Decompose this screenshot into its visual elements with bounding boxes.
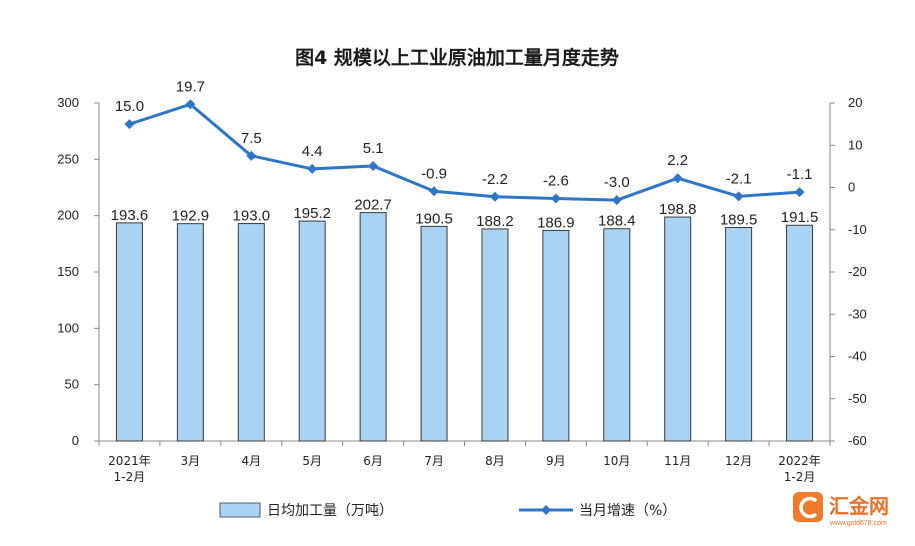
y-right-tick-label: -60 xyxy=(848,433,867,448)
y-right-tick-label: -30 xyxy=(848,306,867,321)
line-series xyxy=(124,99,805,206)
bar-value-label: 193.0 xyxy=(233,208,271,225)
line-point xyxy=(185,99,196,110)
bar-value-label: 198.8 xyxy=(659,201,697,218)
x-tick-label: 2021年 xyxy=(108,454,151,468)
line-point xyxy=(368,160,379,171)
bar-value-label: 189.5 xyxy=(720,211,758,228)
line-value-label: -0.9 xyxy=(421,165,447,182)
y-left-tick-label: 300 xyxy=(57,95,79,110)
x-tick-label: 6月 xyxy=(363,454,383,468)
bar xyxy=(176,223,204,442)
bar-value-label: 190.5 xyxy=(415,210,453,227)
line-point xyxy=(794,187,805,198)
legend-line-label: 当月增速（%） xyxy=(579,503,676,519)
line-point xyxy=(489,191,500,202)
bar xyxy=(115,222,143,442)
y-left-tick-label: 200 xyxy=(57,208,79,223)
x-tick-label: 9月 xyxy=(546,454,566,468)
watermark-url: www.gold678.com xyxy=(829,520,887,527)
line-point xyxy=(246,150,257,161)
y-right-tick-label: -40 xyxy=(848,349,867,364)
chart-axes: 0 50 100 150 200 250 300 -60 -50 -40 -30 -20 -10 0 10 2… xyxy=(57,95,867,484)
bar xyxy=(481,228,509,442)
y-left-tick-label: 0 xyxy=(72,433,79,448)
bar xyxy=(298,220,326,442)
y-right-tick-label: -50 xyxy=(848,391,867,406)
line-value-label: 5.1 xyxy=(363,140,384,157)
legend-line-marker xyxy=(541,505,551,515)
y-right-tick-label: 10 xyxy=(848,137,862,152)
y-right-tick-label: 0 xyxy=(848,180,855,195)
x-tick-label: 12月 xyxy=(725,454,752,468)
y-left-tick-label: 50 xyxy=(65,377,79,392)
x-tick-label: 8月 xyxy=(485,454,505,468)
x-tick-label: 10月 xyxy=(603,454,630,468)
y-left-tick-label: 100 xyxy=(57,320,79,335)
bar xyxy=(359,212,387,442)
x-tick-label: 3月 xyxy=(181,454,201,468)
line-value-label: 7.5 xyxy=(241,130,262,147)
x-tick-label: 2022年 xyxy=(778,454,821,468)
line-value-label: -2.2 xyxy=(482,171,508,188)
legend-bar-label: 日均加工量（万吨） xyxy=(267,503,393,519)
bar xyxy=(725,226,753,442)
bar-value-label: 191.5 xyxy=(781,209,819,226)
bar-value-label: 192.9 xyxy=(172,208,210,225)
y-right-tick-label: -20 xyxy=(848,264,867,279)
line-value-label: -2.6 xyxy=(543,172,569,189)
line-point xyxy=(307,163,318,174)
line-value-label: -2.1 xyxy=(726,170,752,187)
line-value-label: 4.4 xyxy=(302,143,323,160)
bar-value-label: 186.9 xyxy=(537,214,575,231)
bar-value-label: 188.4 xyxy=(598,213,636,230)
y-right-tick-label: -10 xyxy=(848,222,867,237)
line-point xyxy=(611,195,622,206)
bar xyxy=(237,223,265,442)
line-value-label: -3.0 xyxy=(604,174,630,191)
watermark-logo: 汇金网 www.gold678.com xyxy=(793,492,889,527)
x-tick-label: 4月 xyxy=(241,454,261,468)
x-tick-label: 1-2月 xyxy=(784,470,816,484)
bar-value-label: 195.2 xyxy=(293,205,331,222)
bar-value-label: 202.7 xyxy=(354,197,392,214)
line-point xyxy=(733,191,744,202)
bar-data-labels: 193.6 192.9 193.0 195.2 202.7 190.5 188.2 186.9… xyxy=(111,197,819,232)
bar xyxy=(664,216,692,442)
bar-value-label: 193.6 xyxy=(111,207,149,224)
watermark-name: 汇金网 xyxy=(829,494,889,518)
line-point xyxy=(550,193,561,204)
line-point xyxy=(429,186,440,197)
line-point xyxy=(124,119,135,130)
y-left-tick-label: 150 xyxy=(57,264,79,279)
line-value-label: -1.1 xyxy=(787,166,813,183)
x-tick-label: 1-2月 xyxy=(114,470,146,484)
x-tick-label: 7月 xyxy=(424,454,444,468)
line-point xyxy=(672,173,683,184)
line-value-label: 15.0 xyxy=(115,98,144,115)
line-value-label: 19.7 xyxy=(176,78,205,95)
line-value-label: 2.2 xyxy=(667,152,688,169)
bar xyxy=(420,225,448,442)
legend: 日均加工量（万吨） 当月增速（%） xyxy=(219,502,676,519)
legend-bar-swatch xyxy=(219,502,261,518)
bar-series xyxy=(115,212,814,442)
line-path xyxy=(128,102,800,202)
y-left-tick-label: 250 xyxy=(57,151,79,166)
line-data-labels: 15.0 19.7 7.5 4.4 5.1 -0.9 -2.2 -2.6 -3.0 2.2 -2.1… xyxy=(115,78,813,191)
y-right-tick-label: 20 xyxy=(848,95,862,110)
bar xyxy=(542,229,570,442)
x-tick-label: 5月 xyxy=(302,454,322,468)
x-tick-label: 11月 xyxy=(664,454,691,468)
bar xyxy=(786,224,814,442)
bar-value-label: 188.2 xyxy=(476,213,514,230)
bar xyxy=(603,228,631,442)
chart-title: 图4 规模以上工业原油加工量月度走势 xyxy=(295,46,619,69)
